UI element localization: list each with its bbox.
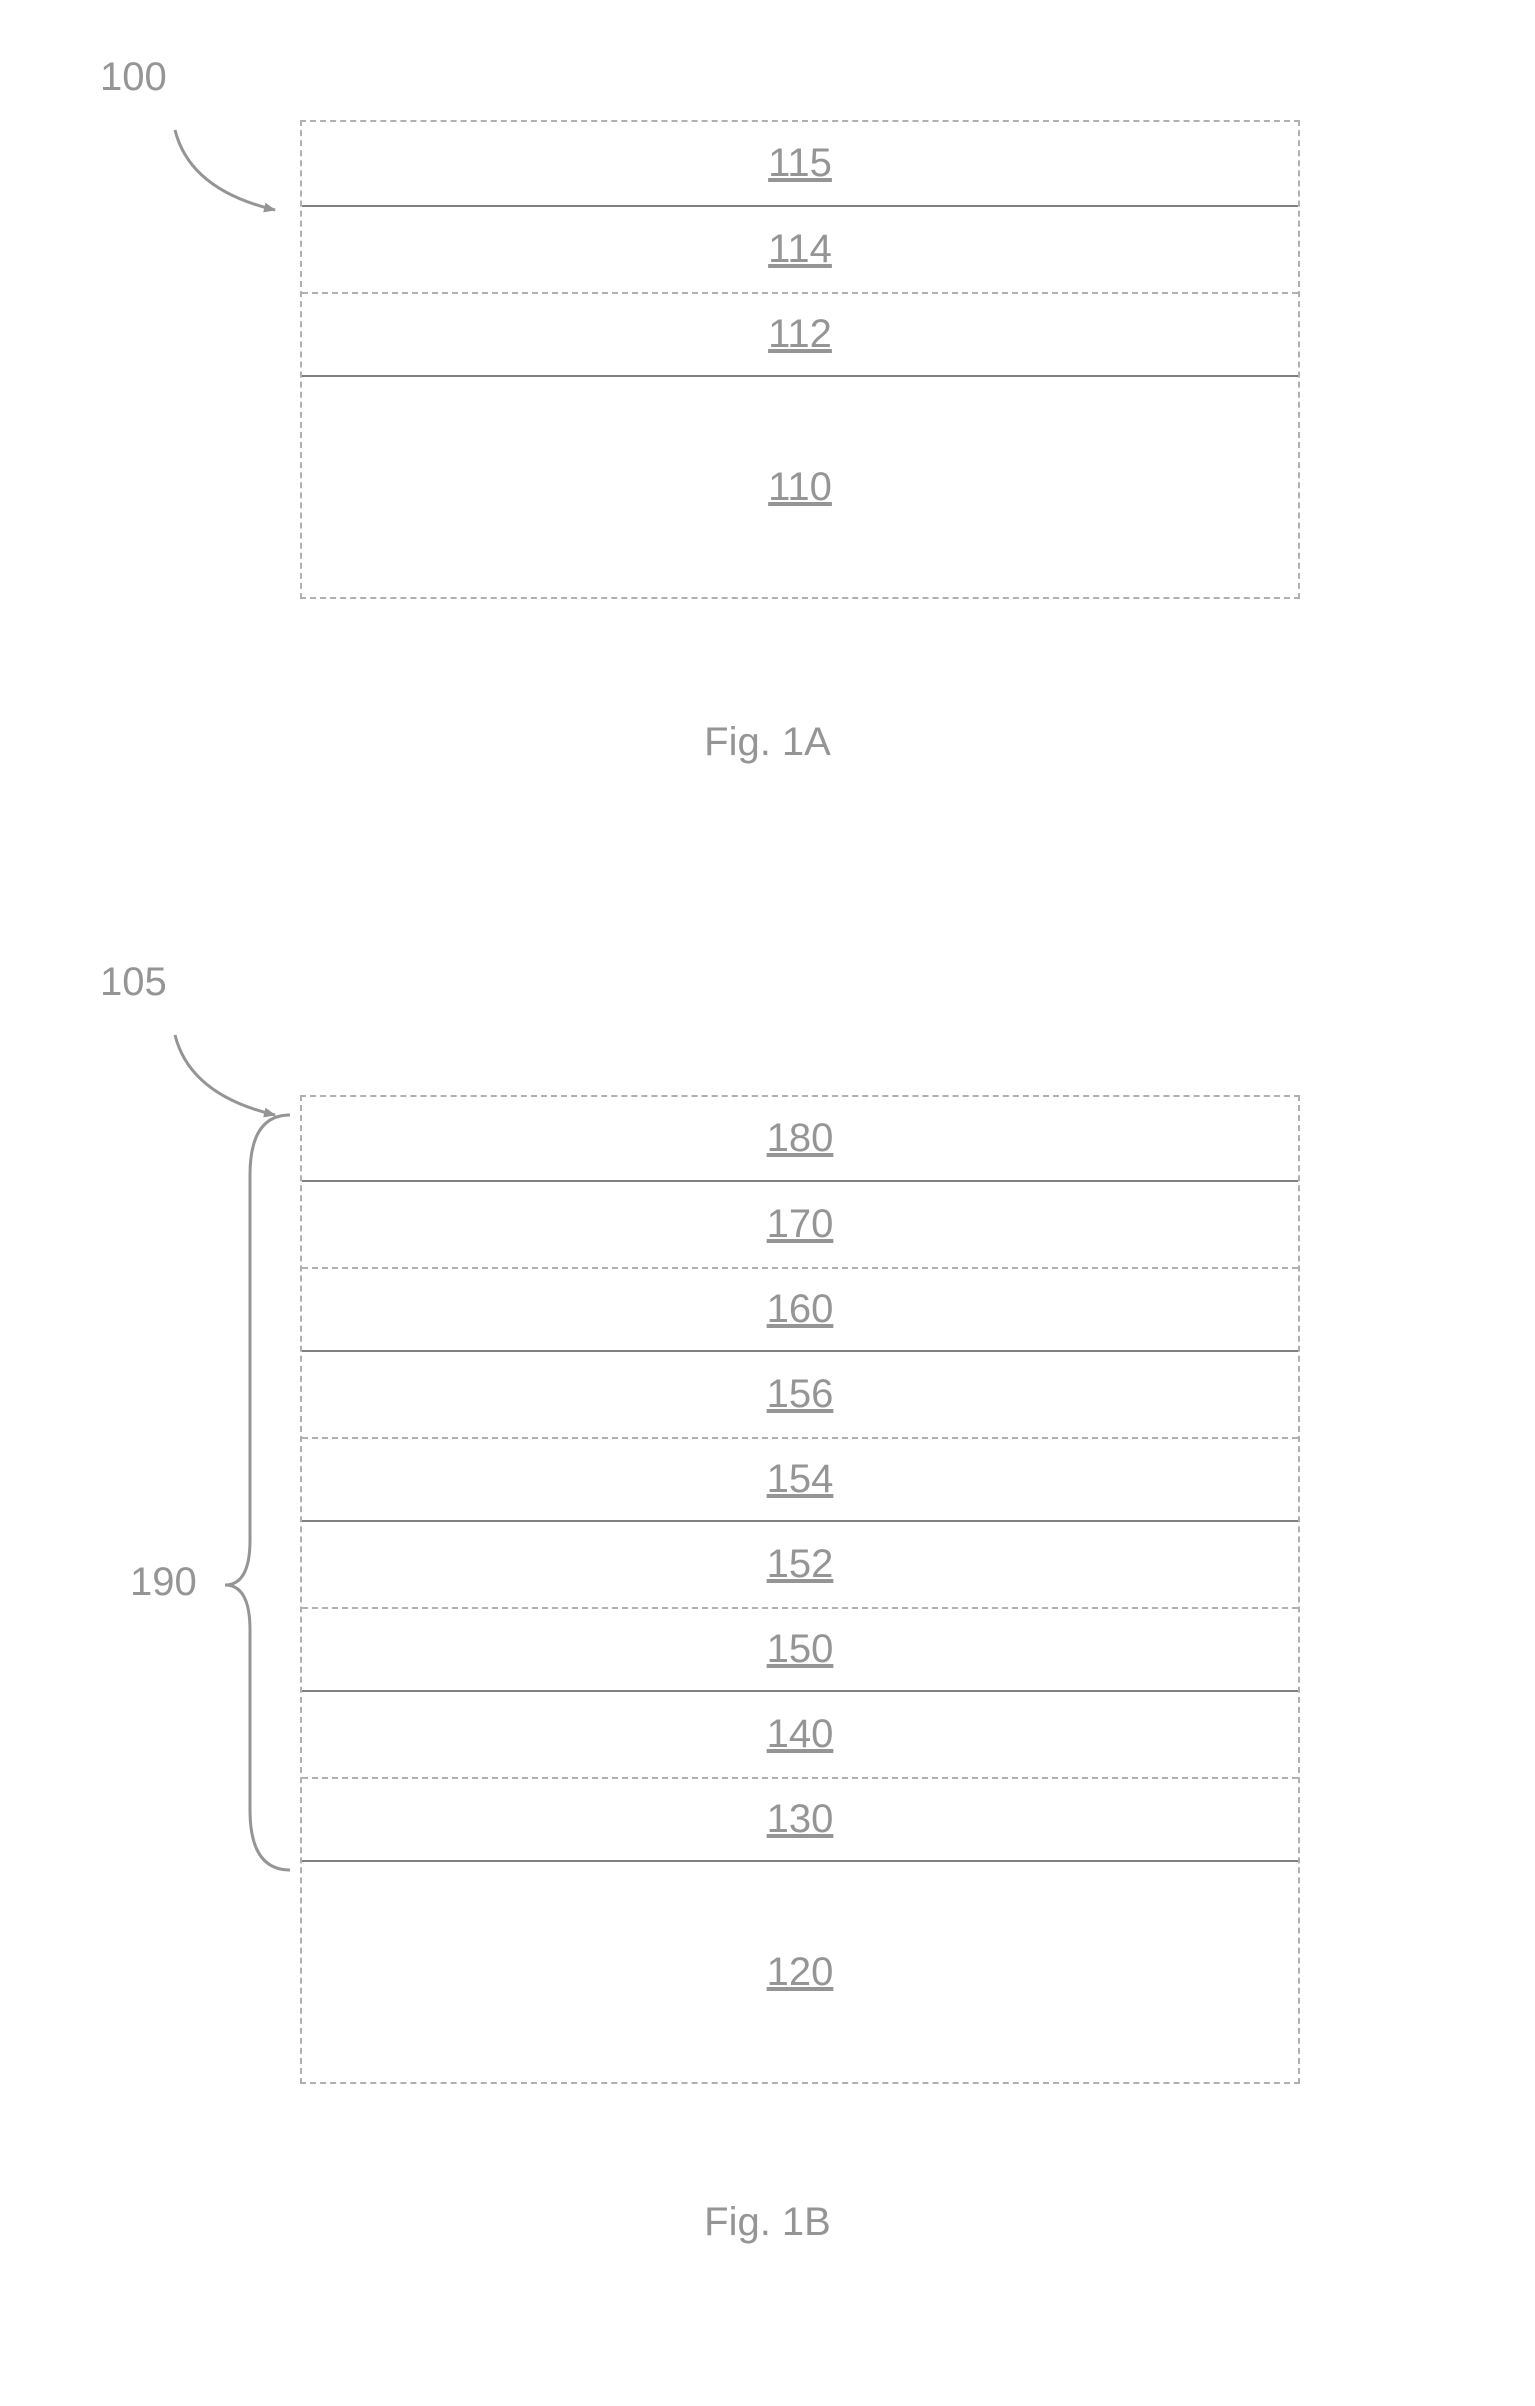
fig1b-ref-label: 105 (100, 960, 167, 1005)
fig1b-layer-156-label: 156 (767, 1372, 834, 1417)
fig1a-layer-114-label: 114 (768, 227, 832, 272)
fig1a-layer-114: 114 (302, 207, 1298, 292)
fig1b-layer-160: 160 (302, 1267, 1298, 1352)
fig1b-layer-120-label: 120 (767, 1950, 834, 1995)
fig1b-layer-154-label: 154 (767, 1457, 834, 1502)
fig1b-layer-152: 152 (302, 1522, 1298, 1607)
fig1a-layer-110-label: 110 (768, 465, 832, 510)
fig1b-caption: Fig. 1B (0, 2200, 1535, 2245)
fig1a-layer-112-label: 112 (768, 312, 832, 357)
fig1b-group-label: 190 (130, 1560, 197, 1605)
fig1b-layer-154: 154 (302, 1437, 1298, 1522)
fig1b-layer-152-label: 152 (767, 1542, 834, 1587)
fig1b-stack: 180 170 160 156 154 152 150 140 130 120 (300, 1095, 1300, 2084)
fig1b-layer-180-label: 180 (767, 1116, 834, 1161)
fig1a-ref-label: 100 (100, 55, 167, 100)
fig1b-layer-140: 140 (302, 1692, 1298, 1777)
fig1b-layer-156: 156 (302, 1352, 1298, 1437)
fig1b-layer-180: 180 (302, 1097, 1298, 1182)
fig1b-layer-140-label: 140 (767, 1712, 834, 1757)
fig1a-layer-115: 115 (302, 122, 1298, 207)
fig1b-layer-170-label: 170 (767, 1202, 834, 1247)
fig1b-layer-160-label: 160 (767, 1287, 834, 1332)
fig1b-layer-130: 130 (302, 1777, 1298, 1862)
fig1a-layer-110: 110 (302, 377, 1298, 597)
fig1b-layer-120: 120 (302, 1862, 1298, 2082)
fig1a-stack: 115 114 112 110 (300, 120, 1300, 599)
fig1a-layer-115-label: 115 (768, 141, 832, 186)
page: 100 115 114 112 110 Fig. 1A 105 (0, 0, 1535, 2406)
fig1b-layer-130-label: 130 (767, 1797, 834, 1842)
fig1b-layer-170: 170 (302, 1182, 1298, 1267)
fig1b-layer-150: 150 (302, 1607, 1298, 1692)
fig1a-layer-112: 112 (302, 292, 1298, 377)
fig1b-layer-150-label: 150 (767, 1627, 834, 1672)
fig1a-caption: Fig. 1A (0, 720, 1535, 765)
